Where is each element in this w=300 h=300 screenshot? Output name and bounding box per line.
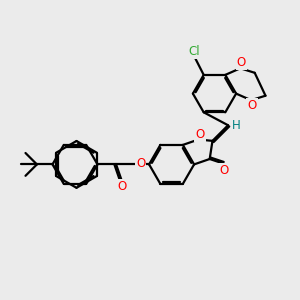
Text: O: O	[136, 157, 145, 170]
Text: O: O	[118, 180, 127, 193]
Text: O: O	[219, 164, 228, 177]
Text: O: O	[195, 128, 205, 141]
Text: Cl: Cl	[188, 45, 200, 58]
Text: O: O	[248, 99, 256, 112]
Text: O: O	[237, 56, 246, 69]
Text: H: H	[232, 119, 241, 132]
